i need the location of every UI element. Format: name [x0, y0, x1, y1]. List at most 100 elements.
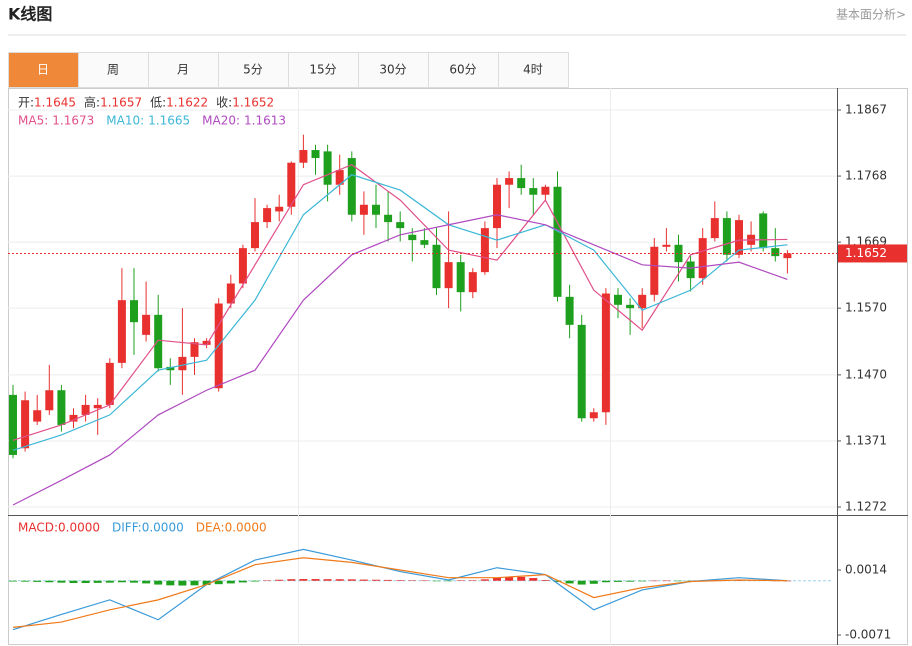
macd-bar: [335, 579, 344, 581]
y-tick-label: -0.0071: [845, 628, 891, 642]
candle-body: [614, 294, 622, 305]
tab-button[interactable]: [8, 52, 79, 88]
candle-body: [408, 234, 417, 241]
macd-bar: [783, 580, 792, 582]
ma-legend-value: 1.1665: [148, 114, 190, 128]
tab-button[interactable]: [288, 52, 359, 88]
candle-body: [359, 204, 368, 215]
macd-bar: [190, 580, 199, 586]
macd-legend-name: DIFF:: [112, 521, 142, 535]
macd-bar: [21, 580, 30, 582]
tab-label[interactable]: 日: [37, 63, 49, 77]
tab-label[interactable]: 5分: [243, 63, 263, 77]
y-tick-label: 1.1570: [845, 301, 887, 315]
tab-label[interactable]: 月: [177, 63, 189, 77]
candle-body: [154, 314, 163, 369]
macd-bar: [662, 580, 671, 582]
tab-label[interactable]: 周: [107, 63, 119, 77]
candle-body: [105, 362, 114, 405]
candle-body: [589, 412, 598, 419]
candle-body: [541, 186, 550, 195]
candle-body: [686, 261, 695, 279]
tab-label[interactable]: 4时: [523, 63, 543, 77]
candle-body: [493, 184, 501, 229]
candle-body: [347, 158, 356, 215]
macd-legend-value: 0.0000: [58, 521, 100, 535]
macd-bar: [105, 580, 114, 583]
candle-body: [21, 400, 30, 449]
ma-line: [12, 174, 788, 451]
macd-bar: [577, 580, 586, 585]
tab-label[interactable]: 15分: [309, 63, 336, 77]
candle-body: [444, 262, 453, 289]
tab-label[interactable]: 30分: [379, 63, 406, 77]
candle-body: [81, 404, 90, 415]
macd-line: [12, 548, 788, 631]
tab-button[interactable]: [78, 52, 149, 88]
macd-bar: [493, 577, 501, 581]
candle-body: [226, 283, 235, 304]
y-tick-label: 1.1371: [845, 433, 887, 447]
candle-body: [626, 304, 635, 309]
macd-bar: [93, 580, 102, 583]
macd-line: [12, 557, 788, 629]
macd-bar: [396, 580, 405, 581]
macd-bar: [130, 580, 138, 583]
macd-bar: [372, 579, 380, 581]
macd-bar: [444, 580, 453, 582]
last-price-label: 1.1652: [845, 246, 887, 260]
macd-bar: [323, 579, 332, 581]
candle-body: [480, 228, 489, 273]
candle-body: [299, 150, 308, 163]
candle-body: [372, 204, 380, 215]
ohlc-label: 低:: [150, 96, 166, 110]
candle-body: [698, 238, 707, 279]
macd-bar: [238, 580, 247, 583]
macd-bar: [202, 580, 211, 585]
candle-body: [783, 253, 792, 259]
last-price-box: [838, 244, 907, 263]
candle-body: [311, 150, 320, 159]
candle-body: [722, 218, 731, 255]
macd-bar: [529, 578, 538, 581]
candle-body: [771, 248, 780, 257]
ohlc-value: 1.1622: [166, 96, 208, 110]
candle-body: [45, 390, 54, 411]
candle-body: [529, 188, 538, 195]
macd-bar: [674, 580, 683, 582]
macd-bar: [517, 576, 526, 581]
candle-body: [238, 248, 247, 284]
candle-body: [202, 340, 211, 345]
macd-bar: [638, 580, 647, 582]
macd-bar: [311, 579, 320, 581]
ma-line: [12, 164, 788, 441]
candle-body: [275, 206, 284, 212]
candle-body: [601, 293, 610, 413]
ohlc-label: 收:: [216, 96, 232, 110]
y-tick-label: 1.1272: [845, 499, 887, 513]
ma-line: [12, 214, 788, 506]
candle-body: [57, 390, 66, 425]
y-tick-label: 1.1470: [845, 367, 887, 381]
candle-body: [517, 178, 526, 189]
page-title: K线图: [8, 5, 52, 24]
macd-bar: [178, 580, 187, 586]
tab-button[interactable]: [428, 52, 499, 88]
macd-bar: [81, 580, 90, 584]
chart-frame: [8, 88, 908, 645]
fundamental-link[interactable]: 基本面分析>: [836, 8, 906, 22]
ma-legend-value: 1.1613: [244, 114, 286, 128]
macd-bar: [456, 580, 465, 581]
macd-bar: [553, 580, 562, 582]
macd-legend-name: DEA:: [196, 521, 225, 535]
candle-body: [93, 404, 102, 409]
macd-bar: [614, 580, 622, 582]
tab-label[interactable]: 60分: [449, 63, 476, 77]
candle-body: [735, 220, 743, 255]
tab-button[interactable]: [498, 52, 569, 88]
candle-body: [335, 170, 344, 185]
tab-button[interactable]: [148, 52, 219, 88]
candle-body: [166, 366, 175, 371]
ma-legend-value: 1.1673: [52, 114, 94, 128]
macd-bar: [299, 579, 308, 581]
